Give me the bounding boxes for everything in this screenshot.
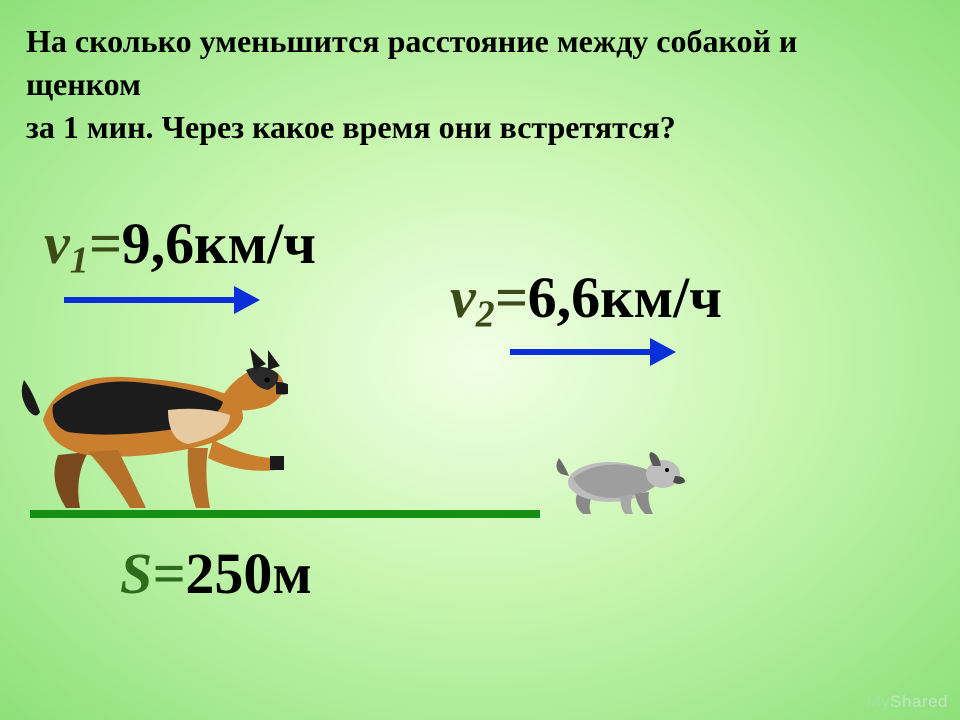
puppy-icon — [555, 448, 685, 518]
s-eq: = — [152, 541, 185, 606]
question-line-1: На сколько уменьшится расстояние между с… — [26, 23, 797, 102]
arrow-head-icon — [234, 286, 260, 314]
v2-sub: 2 — [476, 293, 495, 335]
v1-sub: 1 — [70, 239, 89, 281]
v2-unit: км/ч — [600, 265, 722, 330]
question-line-2: за 1 мин. Через какое время они встретят… — [26, 109, 676, 145]
watermark-part-1: My — [867, 692, 891, 711]
arrow-shaft — [510, 349, 650, 355]
distance-label: S=250м — [120, 540, 312, 607]
velocity-1-label: v1=9,6км/ч — [44, 210, 316, 282]
s-unit: м — [272, 541, 312, 606]
v2-eq: = — [495, 265, 528, 330]
v2-var: v — [450, 265, 476, 330]
dog-icon — [18, 340, 288, 515]
v2-value: 6,6 — [528, 265, 601, 330]
s-var: S — [120, 541, 152, 606]
velocity-2-label: v2=6,6км/ч — [450, 264, 722, 336]
v1-value: 9,6 — [122, 211, 195, 276]
watermark: MyShared — [867, 692, 949, 712]
s-value: 250 — [185, 541, 272, 606]
watermark-part-2: Shared — [890, 692, 948, 711]
slide: На сколько уменьшится расстояние между с… — [0, 0, 960, 720]
v1-unit: км/ч — [194, 211, 316, 276]
arrow-shaft — [64, 297, 234, 303]
arrow-head-icon — [650, 338, 676, 366]
v1-eq: = — [89, 211, 122, 276]
v1-var: v — [44, 211, 70, 276]
question-text: На сколько уменьшится расстояние между с… — [26, 20, 920, 150]
ground-line — [30, 510, 540, 518]
